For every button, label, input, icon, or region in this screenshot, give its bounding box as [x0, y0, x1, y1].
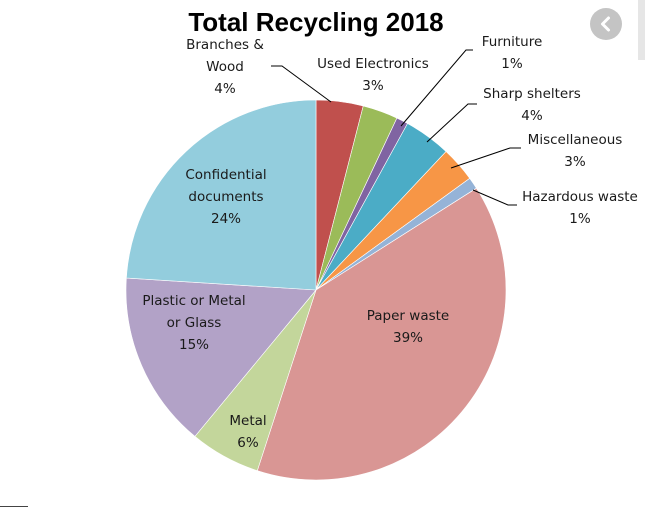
leader-line — [472, 189, 517, 206]
pie-slice — [256, 187, 507, 481]
slice-name: Wood — [206, 59, 244, 75]
slice-percent: 4% — [214, 81, 236, 97]
slice-percent: 1% — [569, 211, 591, 227]
slice-name: or Glass — [167, 315, 222, 331]
slice-label: Plastic or Metal or Glass 15% — [142, 293, 245, 353]
slice-percent: 6% — [237, 435, 259, 451]
pie-slice — [125, 277, 317, 437]
slice-percent: 15% — [179, 337, 209, 353]
back-button[interactable] — [590, 8, 622, 40]
chart-title: Total Recycling 2018 — [188, 7, 443, 37]
slice-labels: Branches & Wood 4% Used Electronics 3% Furnit… — [142, 34, 638, 451]
slice-name: Paper waste — [367, 308, 449, 324]
slice-name: Hazardous waste — [522, 189, 638, 205]
slice-label: Used Electronics 3% — [317, 56, 429, 94]
chevron-left-icon — [601, 16, 610, 32]
slice-label: Hazardous waste 1% — [522, 189, 638, 227]
slice-name: Miscellaneous — [528, 132, 623, 148]
divider — [0, 506, 28, 507]
slice-percent: 3% — [362, 78, 384, 94]
slice-label: Branches & Wood 4% — [186, 37, 264, 97]
slice-label: Sharp shelters 4% — [483, 86, 581, 124]
slice-name: documents — [188, 189, 263, 205]
leader-line — [450, 147, 521, 169]
scroll-edge — [638, 0, 645, 60]
slice-name: Branches & — [186, 37, 264, 53]
slice-name: Confidential — [185, 167, 266, 183]
slice-name: Plastic or Metal — [142, 293, 245, 309]
slice-percent: 4% — [521, 108, 543, 124]
pie-slice — [126, 99, 317, 291]
slice-label: Metal 6% — [229, 413, 266, 451]
pie-slices — [125, 99, 507, 481]
slice-percent: 1% — [501, 56, 523, 72]
slice-percent: 24% — [211, 211, 241, 227]
slice-label: Furniture 1% — [482, 34, 543, 72]
slice-label: Paper waste 39% — [367, 308, 449, 346]
slice-percent: 39% — [393, 330, 423, 346]
leader-line — [426, 103, 477, 143]
slice-label: Confidential documents 24% — [185, 167, 266, 227]
leader-line — [271, 65, 332, 103]
leader-line — [400, 49, 473, 127]
slice-label: Miscellaneous 3% — [528, 132, 623, 170]
slice-name: Sharp shelters — [483, 86, 581, 102]
slice-name: Used Electronics — [317, 56, 429, 72]
slice-name: Metal — [229, 413, 266, 429]
leader-lines — [271, 49, 521, 206]
slice-percent: 3% — [564, 154, 586, 170]
slice-name: Furniture — [482, 34, 543, 50]
